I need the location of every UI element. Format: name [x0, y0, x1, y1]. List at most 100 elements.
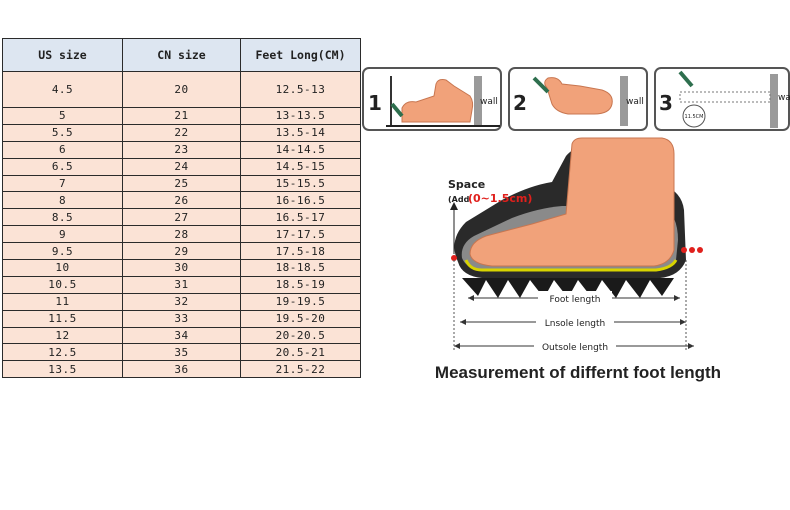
step-number-2: 2 [513, 91, 527, 115]
caption: Measurement of differnt foot length [435, 363, 721, 382]
table-row: 10 30 18-18.5 [2, 259, 361, 277]
cell-cn-size: 20 [122, 71, 241, 108]
cell-cn-size: 30 [122, 259, 241, 277]
cell-feet-long: 18-18.5 [240, 259, 361, 277]
cell-us-size: 6.5 [2, 157, 123, 176]
table-row: 5 21 13-13.5 [2, 107, 361, 125]
ruler-mark: 11.5CM [685, 114, 704, 120]
cell-feet-long: 13-13.5 [240, 107, 361, 125]
cell-feet-long: 20-20.5 [240, 326, 361, 345]
outsole-length-label: Outsole length [542, 343, 608, 353]
cell-feet-long: 16-16.5 [240, 191, 361, 210]
table-row: 6.5 24 14.5-15 [2, 157, 361, 176]
cell-cn-size: 32 [122, 292, 241, 311]
cell-cn-size: 28 [122, 225, 241, 244]
cell-cn-size: 35 [122, 343, 241, 362]
shoe-tread [462, 278, 674, 298]
outsole-length-line: Outsole length [454, 339, 694, 353]
wall-label-2: wall [626, 97, 644, 107]
step-number-1: 1 [368, 91, 382, 115]
table-row: 6 23 14-14.5 [2, 140, 361, 159]
cell-us-size: 9 [2, 225, 123, 244]
heel-marker-3 [697, 247, 703, 253]
cell-feet-long: 19.5-20 [240, 309, 361, 328]
step-panel-3: 3 11.5CM wa [654, 67, 790, 131]
foot-top-icon [544, 77, 613, 115]
foot-length-label: Foot length [550, 295, 601, 305]
cell-us-size: 5.5 [2, 123, 123, 142]
ruler-zoom [682, 104, 706, 128]
header-us-size: US size [2, 38, 123, 72]
table-row: 8.5 27 16.5-17 [2, 208, 361, 227]
cell-cn-size: 29 [122, 242, 241, 261]
cell-cn-size: 21 [122, 107, 241, 125]
cell-cn-size: 23 [122, 140, 241, 159]
cell-feet-long: 13.5-14 [240, 123, 361, 142]
insole-edge [464, 259, 678, 272]
space-add-label: (Add [448, 195, 470, 204]
foot-length-line: Foot length [468, 291, 680, 305]
table-row: 10.5 31 18.5-19 [2, 275, 361, 294]
cell-feet-long: 20.5-21 [240, 343, 361, 362]
heel-marker-1 [681, 247, 687, 253]
insole-length-label: Lnsole length [545, 319, 606, 329]
table-row: 11.5 33 19.5-20 [2, 309, 361, 328]
cell-us-size: 7 [2, 174, 123, 193]
table-header-row: US size CN size Feet Long(CM) [2, 38, 361, 72]
cell-feet-long: 17.5-18 [240, 242, 361, 261]
cell-cn-size: 31 [122, 275, 241, 294]
cell-feet-long: 16.5-17 [240, 208, 361, 227]
cell-cn-size: 22 [122, 123, 241, 142]
table-row: 9.5 29 17.5-18 [2, 242, 361, 261]
foot-shape [469, 137, 675, 267]
cell-cn-size: 33 [122, 309, 241, 328]
space-range-label: (0~1.5cm) [468, 192, 532, 205]
cell-feet-long: 14-14.5 [240, 140, 361, 159]
cell-feet-long: 18.5-19 [240, 275, 361, 294]
table-row: 11 32 19-19.5 [2, 292, 361, 311]
cell-feet-long: 15-15.5 [240, 174, 361, 193]
cell-cn-size: 36 [122, 360, 241, 379]
table-row: 13.5 36 21.5-22 [2, 360, 361, 379]
cell-feet-long: 17-17.5 [240, 225, 361, 244]
cell-us-size: 10.5 [2, 275, 123, 294]
cell-cn-size: 25 [122, 174, 241, 193]
cell-cn-size: 26 [122, 191, 241, 210]
pen-icon-3 [678, 70, 694, 88]
step-panel-1: 1 wall [362, 67, 502, 131]
insole-length-line: Lnsole length [460, 315, 686, 329]
cell-us-size: 11 [2, 292, 123, 311]
step-panel-2: 2 wall [508, 67, 648, 131]
step-number-3: 3 [659, 91, 673, 115]
cell-us-size: 10 [2, 259, 123, 277]
table-row: 5.5 22 13.5-14 [2, 123, 361, 142]
cell-feet-long: 14.5-15 [240, 157, 361, 176]
size-chart-table: US size CN size Feet Long(CM) 4.5 20 12.5-… [2, 38, 361, 379]
ruler [679, 91, 771, 103]
table-row: 12.5 35 20.5-21 [2, 343, 361, 362]
pen-icon [390, 102, 404, 118]
foot-side-icon [401, 79, 474, 123]
wall-label-3: wa [778, 93, 790, 103]
pen-icon-2 [532, 76, 550, 94]
wall-label-1: wall [480, 97, 498, 107]
table-row: 9 28 17-17.5 [2, 225, 361, 244]
toe-marker [451, 255, 457, 261]
cell-us-size: 6 [2, 140, 123, 159]
cell-feet-long: 12.5-13 [240, 71, 361, 108]
table-row: 8 26 16-16.5 [2, 191, 361, 210]
header-cn-size: CN size [122, 38, 241, 72]
foot-measurement-guide: 1 wall 2 wall 3 11.5CM wa Spac [362, 64, 790, 420]
cell-us-size: 5 [2, 107, 123, 125]
cell-cn-size: 27 [122, 208, 241, 227]
space-arrow-head [450, 202, 458, 210]
cell-us-size: 9.5 [2, 242, 123, 261]
heel-marker-2 [689, 247, 695, 253]
space-label: Space [448, 178, 485, 191]
table-row: 7 25 15-15.5 [2, 174, 361, 193]
header-feet-long: Feet Long(CM) [240, 38, 361, 72]
table-row: 12 34 20-20.5 [2, 326, 361, 345]
cell-feet-long: 21.5-22 [240, 360, 361, 379]
cell-feet-long: 19-19.5 [240, 292, 361, 311]
cell-us-size: 11.5 [2, 309, 123, 328]
